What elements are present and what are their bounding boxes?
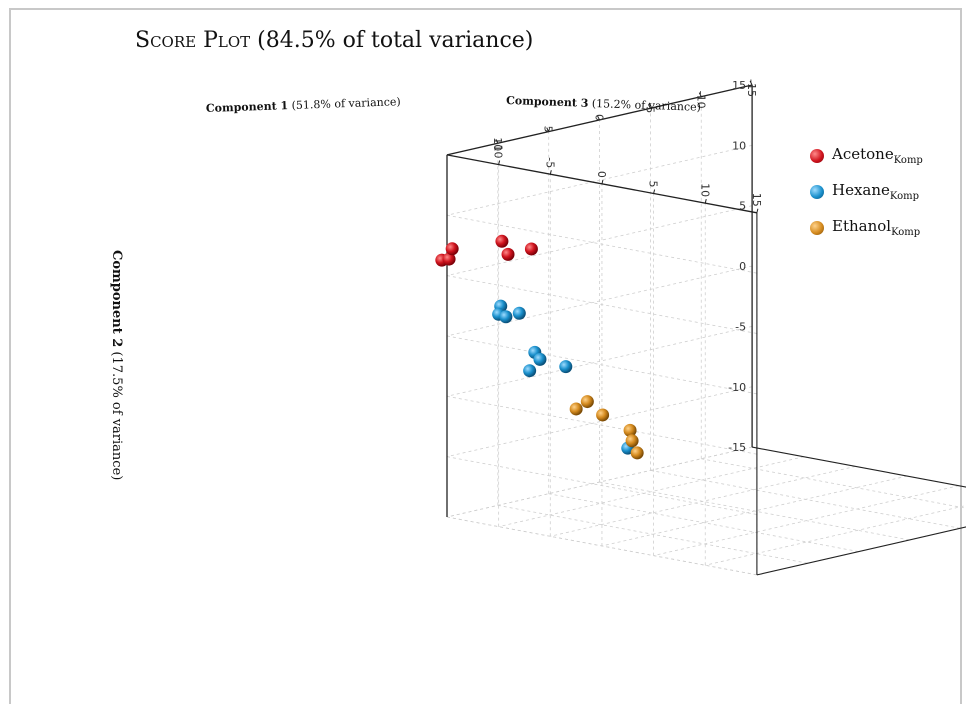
grid-line: [752, 446, 966, 488]
legend-marker-acetone: [810, 149, 824, 163]
hexane-point: [559, 360, 573, 374]
z-tick-label: 10: [698, 183, 711, 197]
x-tick-label: 5: [542, 126, 555, 133]
points-layer: [435, 234, 644, 460]
grid-line: [548, 493, 859, 552]
y-axis-label: Component 2 (17.5% of variance): [109, 250, 124, 480]
acetone-point: [524, 242, 538, 256]
frame-edge: [751, 446, 966, 488]
z-tick-label: 0: [595, 171, 608, 178]
hexane-point: [512, 306, 526, 320]
grid-line: [498, 456, 804, 528]
chart-title: Score Plot (84.5% of total variance): [135, 28, 533, 53]
hexane-point: [523, 364, 537, 378]
legend-label-ethanol: EthanolKomp: [832, 217, 921, 238]
ethanol-point: [596, 408, 610, 422]
grid-line: [497, 504, 808, 564]
legend-marker-ethanol: [810, 221, 824, 235]
grid-line: [446, 516, 757, 576]
legend-label-hexane: HexaneKomp: [832, 181, 920, 202]
ethanol-point: [580, 395, 594, 409]
z-tick-label: -5: [543, 157, 556, 168]
x-tick-label: -15: [745, 79, 758, 97]
chart-title-rest: (84.5% of total variance): [250, 28, 534, 53]
x-axis-label: Component 1 (51.8% of variance): [206, 95, 401, 115]
x-tick-label: 0: [593, 114, 606, 121]
legend-label-acetone: AcetoneKomp: [832, 145, 923, 166]
z-axis-label: Component 3 (15.2% of variance): [506, 94, 701, 114]
x-tick-label: 10: [491, 137, 504, 151]
ethanol-point: [630, 446, 644, 460]
grid-line: [446, 144, 753, 216]
y-tick-label: -5: [735, 320, 746, 333]
grid-line: [550, 466, 856, 537]
grid-line: [756, 526, 966, 576]
y-tick-label: 10: [732, 139, 746, 152]
ethanol-point: [569, 402, 583, 416]
figure-frame: [9, 8, 962, 704]
acetone-point: [445, 242, 459, 256]
hexane-point: [533, 352, 547, 366]
z-tick-label: -10: [492, 141, 505, 159]
acetone-point: [501, 247, 515, 261]
acetone-point: [442, 252, 456, 266]
acetone-point: [495, 234, 509, 248]
grid-line: [446, 275, 757, 334]
hexane-point: [499, 310, 513, 324]
ethanol-point: [625, 434, 639, 448]
y-tick-label: 5: [739, 200, 746, 213]
y-tick-label: 15: [732, 79, 746, 92]
chart-title-smallcaps: Score Plot: [135, 28, 251, 53]
x-tick-label: -10: [694, 91, 707, 109]
y-tick-label: 0: [739, 260, 746, 273]
y-tick-label: -10: [728, 381, 746, 394]
grid-line: [653, 485, 959, 556]
grid-line: [701, 458, 966, 509]
legend-marker-hexane: [810, 185, 824, 199]
frame-edge: [756, 526, 966, 576]
grid-layer: [446, 84, 966, 576]
z-tick-label: 15: [750, 193, 763, 207]
grid-line: [446, 214, 757, 274]
grid-line: [601, 475, 908, 547]
ethanol-point: [623, 423, 637, 437]
z-tick-label: 5: [647, 181, 660, 188]
grid-line: [705, 505, 966, 566]
y-tick-label: -15: [728, 441, 746, 454]
